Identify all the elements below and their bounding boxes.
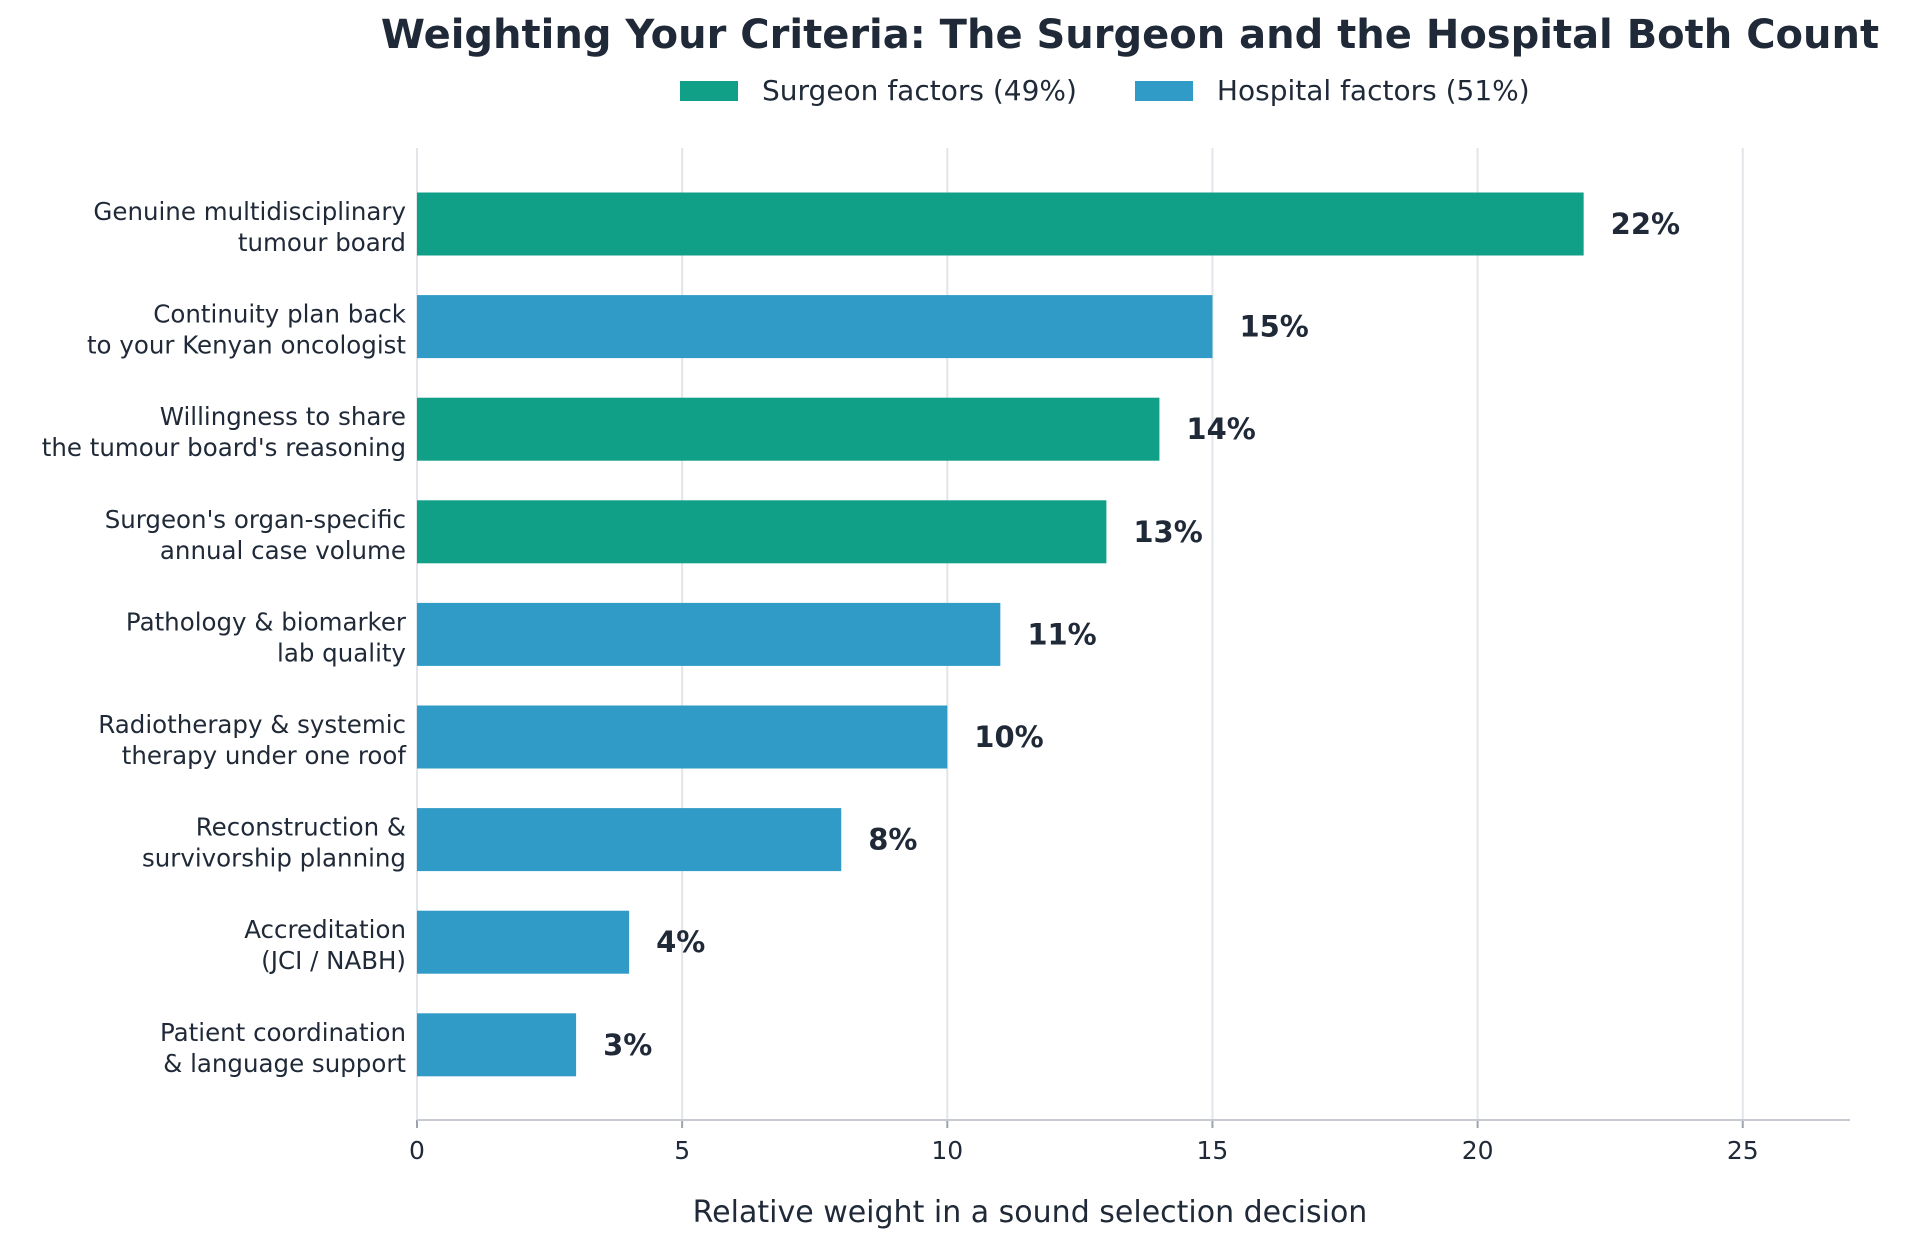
- category-label: Radiotherapy & systemic therapy under one…: [98, 710, 407, 770]
- bar: [417, 705, 948, 769]
- category-label: Genuine multidisciplinary tumour board: [93, 197, 406, 257]
- x-tick-label: 15: [1197, 1136, 1229, 1165]
- category-label: Willingness to share the tumour board's r…: [42, 402, 406, 462]
- bar: [417, 295, 1213, 359]
- bar-value-label: 13%: [1133, 515, 1202, 549]
- bar: [417, 602, 1001, 666]
- bar-value-label: 14%: [1186, 412, 1255, 446]
- category-label: Surgeon's organ-specific annual case volu…: [105, 505, 406, 565]
- category-labels: Genuine multidisciplinary tumour board Con…: [42, 197, 408, 1078]
- bar: [417, 500, 1107, 564]
- legend-item-hospital: Hospital factors (51%): [1134, 74, 1530, 107]
- bars: 22% 15% 14% 13% 11% 10% 8% 4% 3%: [417, 192, 1680, 1077]
- bar: [417, 192, 1584, 256]
- bar-value-label: 4%: [656, 925, 705, 959]
- bar-value-label: 8%: [868, 823, 917, 857]
- bar-value-label: 22%: [1611, 207, 1680, 241]
- bar: [417, 1013, 577, 1077]
- x-tick-label: 0: [409, 1136, 425, 1165]
- category-label: Continuity plan back to your Kenyan oncol…: [87, 300, 407, 360]
- category-label: Reconstruction & survivorship planning: [142, 813, 406, 873]
- chart-title: Weighting Your Criteria: The Surgeon and…: [380, 12, 1880, 58]
- bar: [417, 808, 842, 872]
- bar-value-label: 15%: [1239, 310, 1308, 344]
- category-label: Pathology & biomarker lab quality: [126, 607, 407, 667]
- x-tick-label: 25: [1727, 1136, 1759, 1165]
- x-tick-label: 5: [674, 1136, 690, 1165]
- legend: Surgeon factors (49%) Hospital factors (…: [680, 74, 1588, 107]
- legend-item-surgeon: Surgeon factors (49%): [680, 74, 1077, 107]
- bar: [417, 910, 630, 974]
- x-axis: 0 5 10 15 20 25: [409, 1119, 1850, 1165]
- x-tick-label: 20: [1462, 1136, 1494, 1165]
- x-tick-label: 10: [931, 1136, 963, 1165]
- legend-label-surgeon: Surgeon factors (49%): [762, 74, 1077, 107]
- bar: [417, 397, 1160, 461]
- bar-value-label: 3%: [603, 1028, 652, 1062]
- legend-swatch-hospital: [1134, 80, 1193, 101]
- legend-label-hospital: Hospital factors (51%): [1216, 74, 1530, 107]
- category-label: Accreditation (JCI / NABH): [244, 915, 406, 975]
- bar-value-label: 11%: [1027, 617, 1096, 651]
- legend-swatch-surgeon: [680, 80, 738, 101]
- bar-value-label: 10%: [974, 720, 1043, 754]
- x-axis-title: Relative weight in a sound selection dec…: [693, 1195, 1368, 1230]
- category-label: Patient coordination & language support: [160, 1018, 406, 1078]
